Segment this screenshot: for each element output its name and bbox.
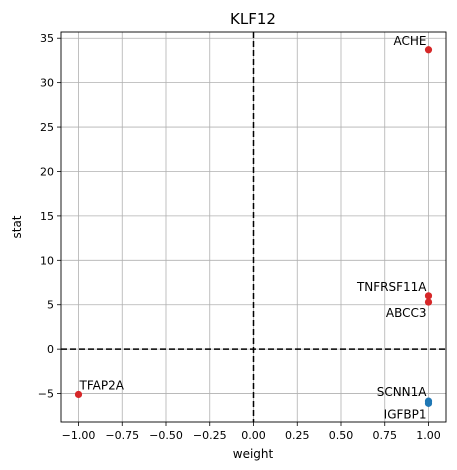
y-tick-label: 10 — [40, 254, 54, 267]
x-tick-label: −0.50 — [149, 429, 183, 442]
y-axis-label: stat — [10, 215, 24, 238]
x-axis-label: weight — [233, 447, 274, 461]
chart-title: KLF12 — [230, 10, 276, 28]
x-tick-label: 0.25 — [285, 429, 310, 442]
y-tick-label: 35 — [40, 32, 54, 45]
x-tick-label: −0.75 — [105, 429, 139, 442]
data-point — [424, 46, 433, 54]
point-labels: ACHE TNFRSF11A ABCC3 TFAP2A SCNN1A IGFBP1 — [79, 34, 428, 422]
reference-lines — [61, 32, 446, 422]
point-label: ABCC3 — [386, 306, 427, 320]
x-tick-label: 0.75 — [373, 429, 398, 442]
data-points — [74, 46, 433, 407]
x-tick-label: −0.25 — [193, 429, 227, 442]
point-label: IGFBP1 — [384, 407, 427, 421]
y-tick-label: 25 — [40, 121, 54, 134]
point-label: TFAP2A — [79, 378, 125, 392]
x-tick-label: 1.00 — [416, 429, 441, 442]
x-tick-label: −1.00 — [62, 429, 96, 442]
y-tick-label: 20 — [40, 165, 54, 178]
data-point — [424, 298, 433, 306]
x-axis-ticks: −1.00 −0.75 −0.50 −0.25 0.00 0.25 0.50 0.75 1.00 — [62, 422, 441, 442]
data-point — [74, 390, 83, 399]
x-tick-label: 0.50 — [329, 429, 354, 442]
x-tick-label: 0.00 — [241, 429, 266, 442]
y-tick-label: 5 — [47, 299, 54, 312]
data-point — [424, 292, 433, 300]
y-axis-ticks: −5 0 5 10 15 20 25 30 35 — [38, 32, 61, 401]
y-tick-label: −5 — [38, 388, 54, 401]
y-tick-label: 30 — [40, 77, 54, 90]
y-tick-label: 0 — [47, 343, 54, 356]
point-label: TNFRSF11A — [356, 280, 427, 294]
point-label: ACHE — [394, 34, 427, 48]
y-tick-label: 15 — [40, 210, 54, 223]
point-label: SCNN1A — [377, 385, 428, 399]
data-point — [424, 399, 433, 407]
